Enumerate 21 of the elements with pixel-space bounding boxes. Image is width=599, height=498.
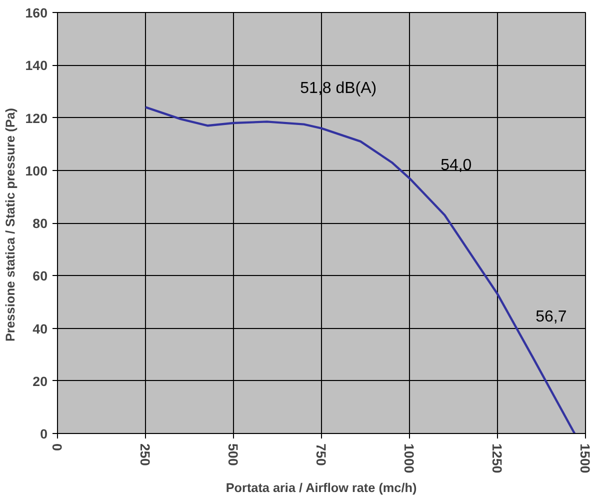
x-tick-label: 1000 [402, 444, 416, 474]
x-tick-label: 250 [138, 444, 152, 466]
y-tick-label: 140 [25, 58, 48, 74]
x-tick-label: 500 [226, 444, 240, 466]
x-axis-title: Portata aria / Airflow rate (mc/h) [226, 481, 417, 496]
y-tick-label: 120 [25, 110, 48, 126]
y-tick-label: 80 [32, 216, 48, 231]
y-tick-label: 60 [32, 268, 48, 284]
annotation: 56,7 [536, 308, 567, 326]
y-tick-label: 40 [32, 321, 48, 336]
y-tick-label: 20 [32, 374, 48, 389]
y-tick-label: 100 [25, 163, 48, 178]
annotation: 54,0 [440, 157, 472, 174]
x-tick-label: 750 [314, 444, 328, 466]
y-tick-label: 0 [40, 426, 48, 442]
x-tick-label: 0 [50, 444, 64, 451]
y-axis-title: Pressione statica / Static pressure (Pa) [3, 108, 18, 342]
y-tick-label: 160 [25, 6, 48, 20]
line-series [144, 106, 576, 434]
x-tick-label: 1500 [578, 444, 592, 474]
x-tick-label: 1250 [490, 444, 504, 474]
